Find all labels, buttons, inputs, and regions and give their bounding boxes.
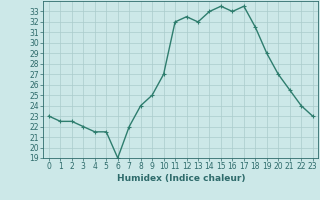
X-axis label: Humidex (Indice chaleur): Humidex (Indice chaleur) <box>116 174 245 183</box>
